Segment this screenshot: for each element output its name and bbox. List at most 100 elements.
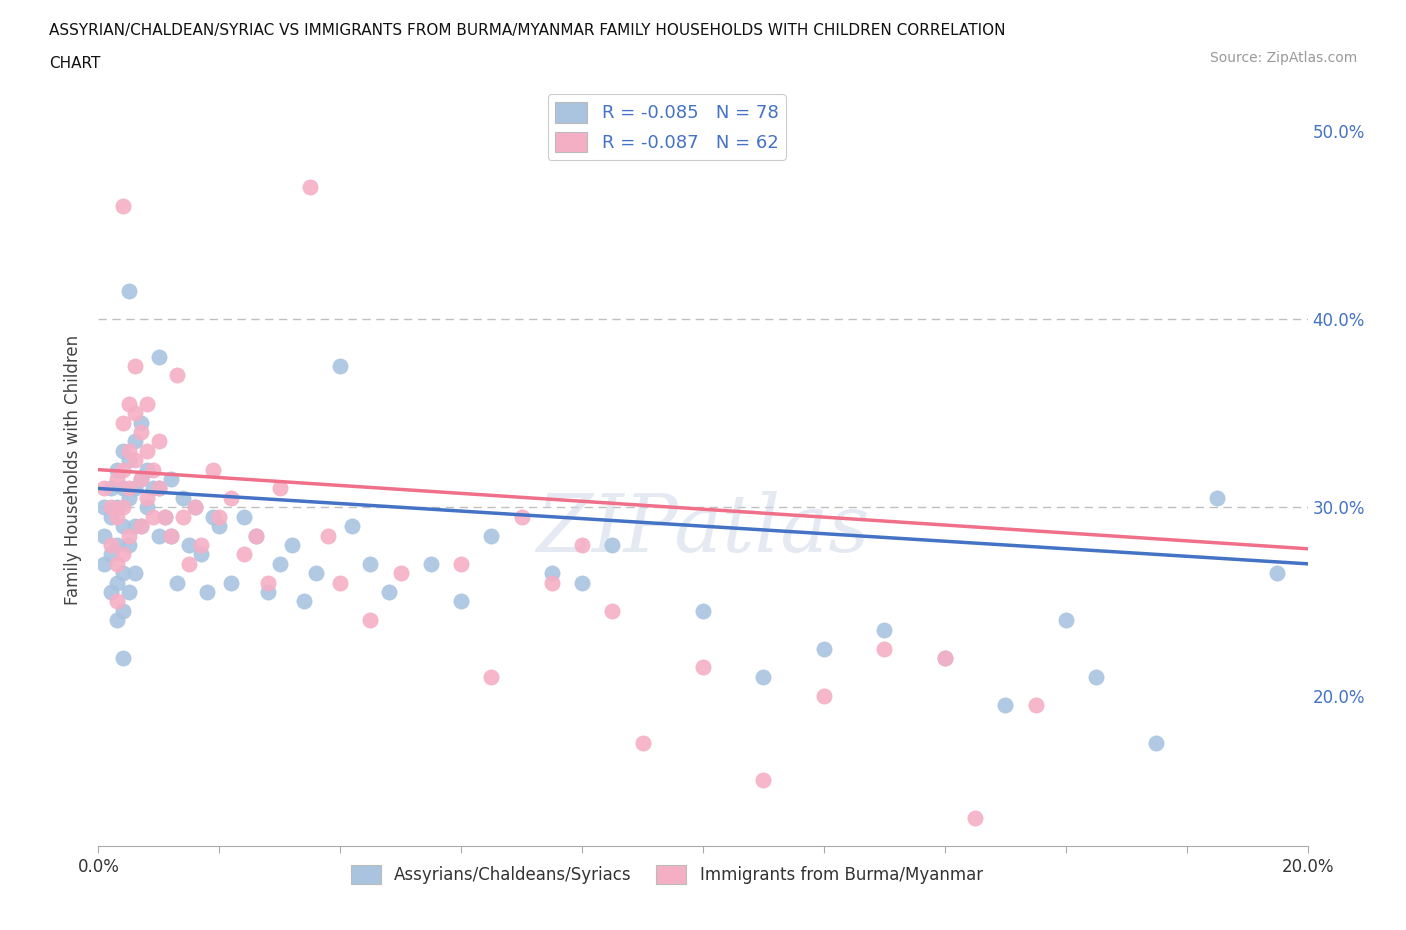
Point: [510, 510, 533, 525]
Point: [934, 651, 956, 666]
Point: [1024, 698, 1046, 712]
Point: [873, 641, 896, 656]
Point: [994, 698, 1017, 712]
Point: [602, 604, 624, 618]
Point: [135, 462, 157, 477]
Text: Source: ZipAtlas.com: Source: ZipAtlas.com: [1209, 51, 1357, 65]
Point: [281, 538, 304, 552]
Point: [360, 556, 382, 571]
Point: [129, 472, 152, 486]
Point: [129, 472, 152, 486]
Point: [135, 500, 157, 515]
Point: [111, 565, 134, 580]
Point: [105, 575, 128, 591]
Point: [934, 651, 956, 666]
Point: [873, 622, 896, 637]
Point: [179, 556, 201, 571]
Point: [305, 565, 328, 580]
Point: [450, 556, 472, 571]
Point: [965, 811, 987, 826]
Point: [129, 519, 152, 534]
Point: [111, 547, 134, 562]
Point: [124, 481, 146, 496]
Point: [105, 594, 128, 609]
Point: [105, 472, 128, 486]
Point: [124, 453, 146, 468]
Point: [221, 575, 243, 591]
Point: [540, 565, 562, 580]
Point: [389, 565, 412, 580]
Point: [93, 556, 115, 571]
Point: [105, 500, 128, 515]
Point: [100, 500, 122, 515]
Point: [118, 453, 141, 468]
Point: [245, 528, 267, 543]
Point: [124, 434, 146, 449]
Point: [129, 424, 152, 440]
Point: [111, 481, 134, 496]
Point: [135, 396, 157, 411]
Point: [142, 510, 165, 525]
Point: [160, 528, 183, 543]
Point: [105, 462, 128, 477]
Point: [420, 556, 443, 571]
Point: [111, 462, 134, 477]
Point: [160, 472, 183, 486]
Point: [153, 510, 176, 525]
Point: [232, 547, 254, 562]
Point: [100, 547, 122, 562]
Point: [135, 444, 157, 458]
Point: [100, 481, 122, 496]
Point: [129, 415, 152, 430]
Point: [269, 556, 291, 571]
Point: [118, 481, 141, 496]
Point: [105, 538, 128, 552]
Point: [124, 359, 146, 374]
Point: [299, 179, 322, 194]
Point: [202, 462, 225, 477]
Point: [450, 594, 472, 609]
Point: [184, 500, 207, 515]
Point: [93, 528, 115, 543]
Point: [292, 594, 315, 609]
Point: [1054, 613, 1077, 628]
Point: [481, 670, 503, 684]
Point: [118, 444, 141, 458]
Point: [329, 575, 352, 591]
Point: [148, 434, 170, 449]
Point: [93, 481, 115, 496]
Point: [118, 538, 141, 552]
Point: [124, 565, 146, 580]
Point: [111, 500, 134, 515]
Point: [118, 490, 141, 505]
Point: [190, 538, 212, 552]
Point: [329, 359, 352, 374]
Point: [100, 510, 122, 525]
Point: [184, 500, 207, 515]
Point: [1144, 736, 1167, 751]
Point: [111, 651, 134, 666]
Point: [752, 670, 775, 684]
Point: [631, 736, 654, 751]
Point: [481, 528, 503, 543]
Point: [105, 613, 128, 628]
Point: [100, 585, 122, 600]
Point: [129, 519, 152, 534]
Point: [245, 528, 267, 543]
Point: [148, 349, 170, 364]
Text: CHART: CHART: [49, 56, 101, 71]
Point: [124, 405, 146, 420]
Point: [571, 575, 593, 591]
Text: ZIPatlas: ZIPatlas: [536, 491, 870, 568]
Point: [813, 641, 835, 656]
Point: [111, 604, 134, 618]
Point: [118, 396, 141, 411]
Point: [105, 556, 128, 571]
Point: [172, 490, 194, 505]
Point: [208, 519, 231, 534]
Point: [692, 604, 714, 618]
Point: [111, 519, 134, 534]
Point: [1085, 670, 1108, 684]
Point: [342, 519, 364, 534]
Point: [360, 613, 382, 628]
